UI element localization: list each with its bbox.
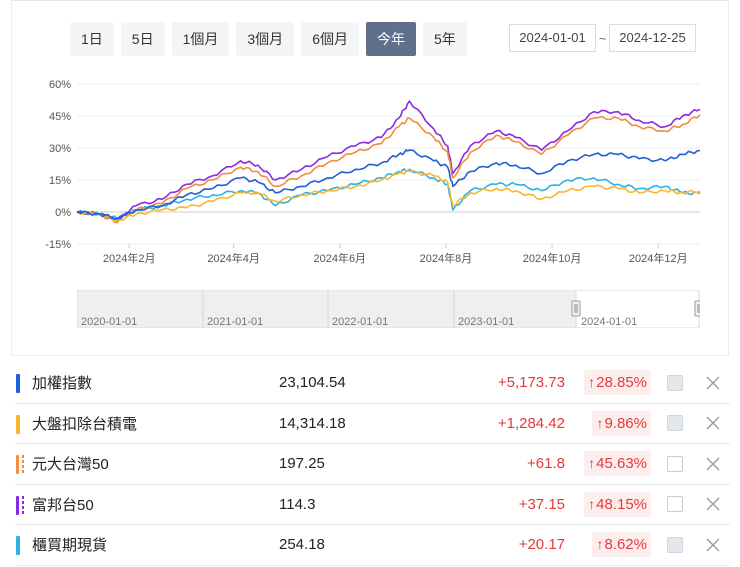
table-row: 元大台灣50 197.25 +61.8 ↑45.63%	[15, 444, 730, 485]
series-pct-badge: ↑28.85%	[584, 370, 651, 396]
series-name: 櫃買期現貨	[32, 537, 108, 555]
tab-ytd[interactable]: 今年	[365, 22, 416, 56]
series-name: 加權指數	[32, 375, 93, 393]
table-row: 富邦台50 114.3 +37.15 ↑48.15%	[15, 485, 730, 525]
navigator-label: 2021-01-01	[207, 316, 263, 328]
series-color-swatch	[16, 414, 20, 434]
x-tick-label: 2024年10月	[523, 251, 582, 265]
close-icon[interactable]	[705, 415, 721, 431]
series-price: 197.25	[279, 455, 325, 473]
table-row: 櫃買期現貨 254.18 +20.17 ↑8.62%	[15, 525, 730, 566]
series-pct: 28.85%	[596, 374, 647, 392]
x-tick-label: 2024年4月	[207, 251, 260, 265]
close-icon[interactable]	[705, 537, 721, 553]
y-tick-label: 15%	[49, 175, 71, 187]
tab-5y[interactable]: 5年	[422, 22, 467, 56]
navigator-handle[interactable]	[571, 300, 581, 317]
y-tick-label: 60%	[49, 79, 71, 91]
arrow-up-icon: ↑	[588, 455, 596, 472]
series-checkbox[interactable]	[667, 536, 683, 553]
series-price: 254.18	[279, 536, 325, 554]
arrow-up-icon: ↑	[588, 495, 596, 512]
range-navigator[interactable]: 2020-01-01 2021-01-01 2022-01-01 2023-01-01…	[77, 290, 700, 328]
series-pct-badge: ↑8.62%	[592, 532, 651, 558]
series-color-swatch	[16, 536, 20, 555]
y-tick-label: 0%	[55, 207, 71, 219]
close-icon[interactable]	[705, 496, 721, 512]
series-checkbox[interactable]	[667, 374, 683, 391]
series-price: 23,104.54	[279, 374, 346, 392]
series-line	[76, 149, 701, 220]
series-checkbox[interactable]	[667, 455, 683, 472]
series-pct-badge: ↑48.15%	[584, 491, 651, 517]
y-tick-label: 45%	[49, 111, 71, 123]
x-tick-label: 2024年8月	[420, 251, 473, 265]
series-color-swatch	[16, 455, 19, 474]
x-tick-label: 2024年6月	[313, 251, 366, 265]
arrow-up-icon: ↑	[588, 374, 596, 391]
series-line	[76, 169, 701, 222]
table-row: 加權指數 23,104.54 +5,173.73 ↑28.85%	[15, 363, 730, 404]
x-tick-label: 2024年12月	[629, 251, 688, 265]
end-date-input[interactable]: 2024-12-25	[609, 24, 696, 52]
date-separator: ~	[598, 30, 607, 46]
navigator-label: 2024-01-01	[581, 316, 637, 328]
y-tick-label: 30%	[49, 143, 71, 155]
dashed-marker	[22, 495, 24, 515]
date-range: 2024-01-01 ~ 2024-12-25	[509, 24, 696, 52]
series-line	[76, 100, 701, 222]
range-tabs: 1日 5日 1個月 3個月 6個月 今年 5年	[70, 22, 467, 56]
series-pct: 9.86%	[604, 414, 647, 432]
navigator-label: 2020-01-01	[81, 316, 137, 328]
table-row: 大盤扣除台積電 14,314.18 +1,284.42 ↑9.86%	[15, 404, 730, 444]
start-date-input[interactable]: 2024-01-01	[509, 24, 596, 52]
arrow-up-icon: ↑	[596, 414, 604, 431]
series-pct: 8.62%	[604, 536, 647, 554]
series-name: 大盤扣除台積電	[32, 415, 138, 433]
series-change: +5,173.73	[497, 374, 565, 392]
series-change: +37.15	[518, 495, 565, 513]
tab-3m[interactable]: 3個月	[236, 22, 295, 56]
series-color-swatch	[16, 495, 19, 515]
series-pct: 48.15%	[596, 495, 647, 513]
x-tick-label: 2024年2月	[103, 251, 156, 265]
series-name: 富邦台50	[32, 496, 94, 514]
series-line	[76, 114, 701, 224]
series-pct-badge: ↑45.63%	[584, 451, 651, 477]
series-price: 114.3	[279, 495, 316, 513]
series-table: 加權指數 23,104.54 +5,173.73 ↑28.85% 大盤扣除台積電…	[15, 363, 730, 566]
navigator-label: 2022-01-01	[332, 316, 388, 328]
navigator-label: 2023-01-01	[458, 316, 514, 328]
series-pct-badge: ↑9.86%	[592, 410, 651, 436]
dashed-marker	[22, 455, 24, 474]
series-change: +1,284.42	[497, 414, 565, 432]
arrow-up-icon: ↑	[596, 536, 604, 553]
series-name: 元大台灣50	[32, 456, 109, 474]
series-pct: 45.63%	[596, 455, 647, 473]
close-icon[interactable]	[705, 456, 721, 472]
series-price: 14,314.18	[279, 414, 346, 432]
tab-1m[interactable]: 1個月	[171, 22, 230, 56]
series-change: +20.17	[518, 536, 565, 554]
series-color-swatch	[16, 374, 20, 393]
series-checkbox[interactable]	[667, 415, 683, 432]
series-change: +61.8	[527, 455, 565, 473]
tab-1d[interactable]: 1日	[70, 22, 114, 56]
line-chart: 60% 45% 30% 15% 0% -15% 2024年2月 2024年4月 2024年6月 2…	[45, 79, 701, 265]
series-checkbox[interactable]	[667, 496, 683, 513]
close-icon[interactable]	[705, 375, 721, 391]
tab-6m[interactable]: 6個月	[301, 22, 359, 56]
y-tick-label: -15%	[45, 239, 71, 251]
series-line	[76, 168, 701, 220]
tab-5d[interactable]: 5日	[120, 22, 165, 56]
